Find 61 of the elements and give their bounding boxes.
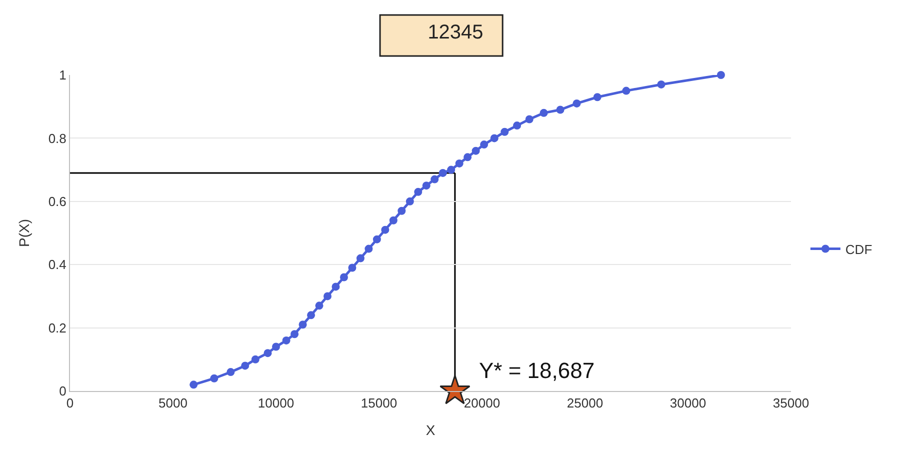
point: [307, 311, 316, 320]
point: [480, 140, 488, 149]
legend-label: CDF: [845, 242, 872, 257]
x-tick-label: 10000: [258, 396, 294, 411]
point: [226, 368, 235, 376]
point: [264, 349, 272, 358]
point: [593, 93, 602, 102]
point: [315, 302, 324, 310]
x-tick-label: 25000: [566, 396, 604, 411]
annotation: Y* = 18,687: [479, 358, 595, 383]
point: [622, 86, 630, 95]
y-tick-label: 0.4: [48, 257, 66, 272]
point: [381, 226, 390, 234]
point: [241, 362, 250, 370]
point: [438, 168, 447, 177]
y-tick-label: 1: [59, 68, 66, 83]
point: [332, 282, 340, 291]
point: [210, 374, 218, 382]
point: [657, 80, 666, 88]
x-tick-label: 20000: [464, 396, 500, 411]
y-tick-label: 0.6: [48, 194, 66, 209]
point: [716, 71, 725, 79]
point: [430, 175, 439, 184]
y-tick-label: 0.8: [48, 130, 66, 146]
point: [447, 166, 456, 174]
point: [324, 292, 332, 300]
point: [525, 115, 534, 124]
point: [556, 106, 564, 114]
point: [398, 206, 406, 215]
point: [414, 188, 422, 196]
y-axis-title: P(X): [16, 219, 32, 247]
x-tick-label: 35000: [772, 396, 810, 411]
y-tick-label: 0.2: [48, 320, 66, 336]
x-tick-label: 5000: [158, 396, 188, 411]
point: [472, 146, 480, 155]
point: [290, 330, 299, 338]
y-tick-label: 0: [59, 384, 66, 399]
point: [251, 355, 260, 364]
point: [389, 216, 398, 224]
x-tick-label: 15000: [360, 396, 398, 411]
point: [364, 244, 373, 253]
point: [406, 197, 414, 206]
point: [348, 264, 356, 272]
point: [540, 108, 548, 117]
x-axis-title: X: [426, 422, 436, 438]
point: [340, 273, 348, 282]
point: [464, 153, 472, 162]
point: [272, 342, 280, 351]
x-tick-label: 30000: [670, 396, 706, 411]
point: [356, 254, 364, 262]
point: [490, 134, 498, 142]
point: [572, 99, 581, 108]
point: [500, 128, 509, 136]
point: [282, 336, 290, 344]
point: [422, 182, 430, 190]
chart-title: 12345: [428, 22, 484, 44]
point: [190, 380, 198, 389]
point: [455, 159, 464, 168]
point: [298, 320, 307, 329]
point: [372, 235, 381, 244]
point: [513, 122, 522, 130]
